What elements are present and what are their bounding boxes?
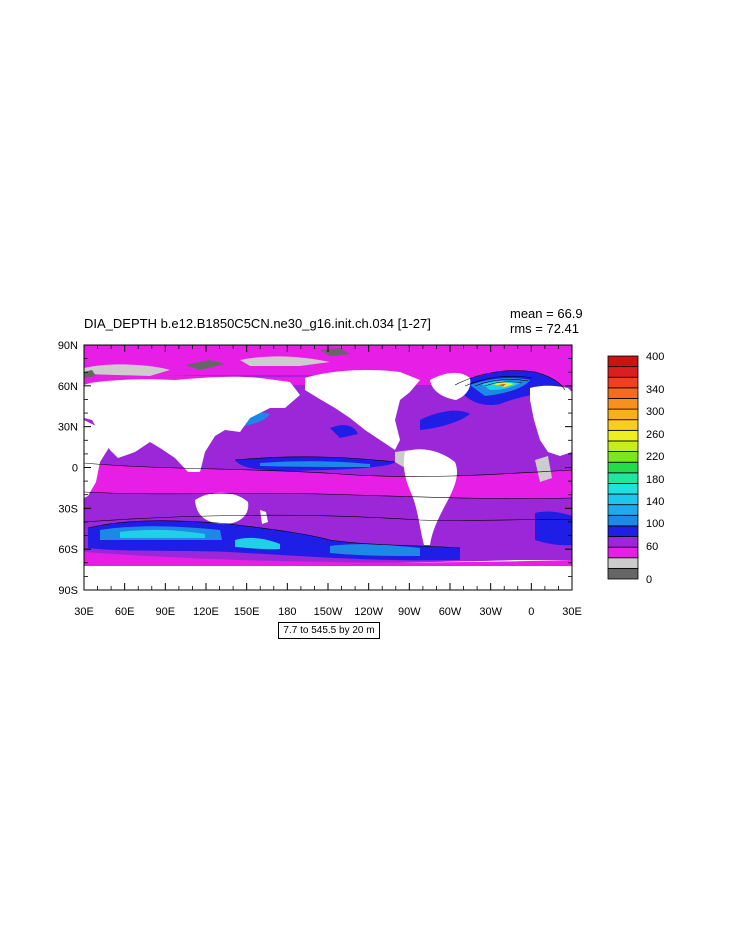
map-axes: 90N 60N 30N 0 30S 60S 90S 30E 60E 90E 120E 150E 180 1… (58, 340, 582, 618)
lon-label: 150E (234, 606, 260, 618)
colorbar-swatch (607, 514, 639, 527)
colorbar-swatch (607, 408, 639, 421)
colorbar-swatch (607, 493, 639, 506)
lat-label: 90N (58, 340, 78, 352)
lon-label: 90E (156, 606, 176, 618)
lat-label: 60N (58, 381, 78, 393)
greenland (430, 372, 471, 400)
colorbar-swatch (607, 557, 639, 569)
lon-label: 60E (115, 606, 135, 618)
lat-label: 30S (58, 503, 78, 515)
ice-shallow (84, 364, 170, 376)
colorbar-swatch (607, 567, 639, 580)
eurasia (84, 376, 300, 472)
colorbar-label: 180 (646, 474, 664, 486)
colorbar-swatch (607, 366, 639, 378)
plot-title: DIA_DEPTH b.e12.B1850C5CN.ne30_g16.init.… (84, 316, 431, 331)
colorbar-swatch (607, 429, 639, 442)
map-panel (84, 345, 572, 590)
colorbar-label: 300 (646, 406, 664, 418)
colorbar-label: 140 (646, 496, 664, 508)
lat-label: 60S (58, 544, 78, 556)
colorbar-label: 340 (646, 384, 664, 396)
lon-label: 150W (314, 606, 343, 618)
colorbar-swatch (607, 536, 639, 548)
colorbar-swatch (607, 546, 639, 559)
contour-lines (84, 370, 572, 549)
lat-label: 90S (58, 585, 78, 597)
lon-label: 90W (398, 606, 421, 618)
antarctic-margin (84, 552, 572, 566)
colorbar-swatch (607, 483, 639, 495)
colorbar-swatch (607, 440, 639, 452)
colorbar-label: 260 (646, 429, 664, 441)
colorbar-label: 0 (646, 574, 652, 586)
mean-value: mean = 66.9 (510, 306, 583, 321)
colorbar: 400 340 300 260 220 180 140 100 60 0 (607, 351, 664, 586)
colorbar-label: 220 (646, 451, 664, 463)
lon-label: 120W (354, 606, 383, 618)
southern-ocean-cyan (120, 529, 205, 538)
lon-label: 30E (562, 606, 582, 618)
colorbar-swatch (607, 387, 639, 399)
australia (195, 492, 249, 525)
lon-label: 30E (74, 606, 94, 618)
lon-label: 30W (479, 606, 502, 618)
colorbar-swatch (607, 419, 639, 431)
north-america (305, 370, 420, 450)
colorbar-label: 100 (646, 518, 664, 530)
rms-value: rms = 72.41 (510, 321, 580, 336)
colorbar-label: 400 (646, 351, 664, 363)
lat-label: 30N (58, 422, 78, 434)
colorbar-swatch (607, 461, 639, 474)
lon-label: 0 (528, 606, 534, 618)
contour-info-box: 7.7 to 545.5 by 20 m (278, 622, 380, 639)
lon-label: 120E (193, 606, 219, 618)
colorbar-swatch (607, 504, 639, 516)
europe-africa-east (530, 385, 572, 456)
colorbar-label: 60 (646, 541, 658, 553)
colorbar-swatch (607, 525, 639, 537)
colorbar-swatch (607, 472, 639, 484)
lon-label: 180 (278, 606, 296, 618)
colorbar-swatch (607, 398, 639, 410)
lat-label: 0 (72, 463, 78, 475)
colorbar-swatch (607, 451, 639, 463)
colorbar-swatch (607, 376, 639, 389)
lon-label: 60W (439, 606, 462, 618)
africa (84, 420, 110, 498)
colorbar-swatch (607, 355, 639, 368)
